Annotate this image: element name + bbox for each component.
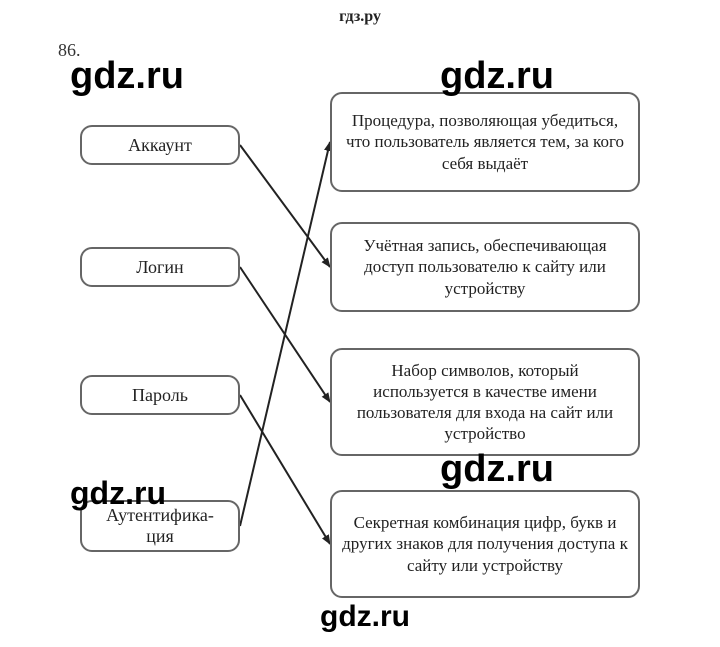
definition-box: Учётная запись, обеспечивающая доступ по… [330, 222, 640, 312]
edge-line [240, 145, 330, 267]
edge-line [240, 267, 330, 402]
edge-line [240, 142, 330, 526]
definition-box: Секретная комбинация цифр, букв и других… [330, 490, 640, 598]
watermark: gdz.ru [320, 600, 410, 634]
definition-box: Набор символов, который используется в к… [330, 348, 640, 456]
edge-line [240, 395, 330, 544]
site-header: гдз.ру [0, 8, 720, 26]
term-box: Аккаунт [80, 125, 240, 165]
term-box: Аутентифика- ция [80, 500, 240, 552]
question-number: 86. [58, 40, 81, 61]
watermark: gdz.ru [70, 55, 184, 98]
definition-box: Процедура, позволяющая убедиться, что по… [330, 92, 640, 192]
term-box: Пароль [80, 375, 240, 415]
term-box: Логин [80, 247, 240, 287]
